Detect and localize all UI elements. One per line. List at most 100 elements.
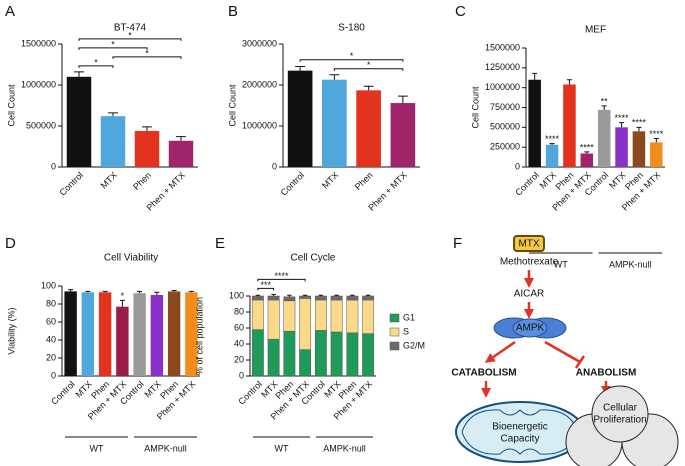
error-bar <box>549 143 555 145</box>
bar <box>167 291 181 376</box>
panel-letter: D <box>5 235 16 252</box>
y-tick-label: 0 <box>272 161 277 171</box>
y-tick-label: 0 <box>515 161 520 171</box>
group-label: AMPK-null <box>144 443 187 453</box>
y-tick-label: 1000000 <box>485 82 520 92</box>
bar-segment <box>283 296 296 302</box>
y-axis-label: Cell Count <box>227 84 237 127</box>
bar-segment <box>346 299 359 334</box>
y-tick-label: 500000 <box>26 120 56 130</box>
y-tick-label: 2000000 <box>242 79 277 89</box>
bar-label: **** <box>649 129 664 139</box>
y-tick-label: 750000 <box>490 102 520 112</box>
chart-title: Cell Cycle <box>290 253 335 264</box>
bar <box>356 90 381 167</box>
drug-box <box>513 235 545 252</box>
error-bar <box>171 290 177 292</box>
x-tick-label: Phen <box>353 170 375 192</box>
bar-segment <box>251 299 264 330</box>
error-bar <box>302 294 308 296</box>
y-tick-label: 20 <box>46 352 56 362</box>
bar-segment <box>330 295 343 301</box>
metabolite-label: AICAR <box>514 289 545 300</box>
bar <box>168 140 194 167</box>
bar <box>563 84 576 167</box>
drug-box-label: MTX <box>518 239 539 250</box>
x-tick-label: Control <box>58 170 86 198</box>
bar <box>150 295 164 376</box>
y-tick-label: 100 <box>41 280 56 290</box>
legend-swatch <box>389 341 400 351</box>
bar <box>64 291 77 376</box>
x-tick-label: MTX <box>320 170 341 191</box>
y-axis-label: Viability (%) <box>6 307 16 354</box>
y-tick-label: 1250000 <box>485 62 520 72</box>
y-tick-label: 1500000 <box>21 38 56 48</box>
significance-label: * <box>128 30 132 40</box>
bar-segment <box>251 329 264 377</box>
error-bar <box>329 74 340 80</box>
y-axis-label: Cell Count <box>6 84 16 127</box>
arrow <box>484 340 516 363</box>
significance-bracket <box>78 47 148 50</box>
bar-segment <box>299 295 312 299</box>
y-tick-label: 0 <box>51 370 56 380</box>
error-bar <box>653 137 659 143</box>
y-tick-label: 80 <box>234 306 244 316</box>
significance-label: *** <box>260 280 271 290</box>
bar <box>66 76 92 167</box>
error-bar <box>154 291 160 295</box>
bar-segment <box>330 299 343 333</box>
y-tick-label: 3000000 <box>242 38 277 48</box>
panel-letter: C <box>455 3 466 20</box>
significance-label: * <box>94 57 98 67</box>
error-bar <box>271 293 276 296</box>
cell <box>591 385 649 443</box>
y-axis-label: Cell Count <box>470 86 480 129</box>
group-label: WT <box>275 443 289 453</box>
panel-letter: A <box>5 3 15 20</box>
significance-label: * <box>111 39 115 49</box>
significance-bracket <box>78 65 114 68</box>
significance-label: * <box>350 51 354 61</box>
error-bar <box>350 294 355 296</box>
error-bar <box>318 294 324 296</box>
y-tick-label: 100 <box>229 290 244 300</box>
bar <box>133 293 146 376</box>
bar-label: **** <box>632 118 647 128</box>
group-label: AMPK-null <box>609 259 652 269</box>
bar <box>545 144 559 167</box>
error-bar <box>108 112 118 117</box>
group-label: WT <box>90 443 104 453</box>
y-axis-label: % of cell population <box>194 297 204 375</box>
error-bar <box>287 294 292 297</box>
bar <box>390 103 416 167</box>
bar-label: * <box>121 291 125 301</box>
chart-title: Cell Viability <box>104 253 158 264</box>
anabolism-label: ANABOLISM <box>576 368 637 379</box>
y-tick-label: 20 <box>234 354 244 364</box>
panel-letter: F <box>453 235 462 252</box>
bar <box>597 109 611 167</box>
error-bar <box>619 122 625 128</box>
error-bar <box>584 151 590 154</box>
bar-segment <box>314 295 327 301</box>
error-bar <box>74 71 84 77</box>
significance-bracket <box>257 287 275 291</box>
chart-title: MEF <box>585 25 606 36</box>
bar <box>632 131 646 167</box>
bar <box>650 142 663 167</box>
error-bar <box>176 136 186 141</box>
error-bar <box>334 294 339 296</box>
y-tick-label: 1500000 <box>485 42 520 52</box>
bar-segment <box>362 295 375 301</box>
bar-segment <box>346 332 359 377</box>
bar <box>81 292 95 376</box>
legend-label: G2/M <box>403 340 425 350</box>
outcome-label: Proliferation <box>593 415 646 426</box>
bar-segment <box>314 330 327 377</box>
bar <box>98 292 112 376</box>
y-tick-label: 1000000 <box>21 79 56 89</box>
significance-bracket <box>333 68 404 71</box>
kinase <box>512 318 548 338</box>
